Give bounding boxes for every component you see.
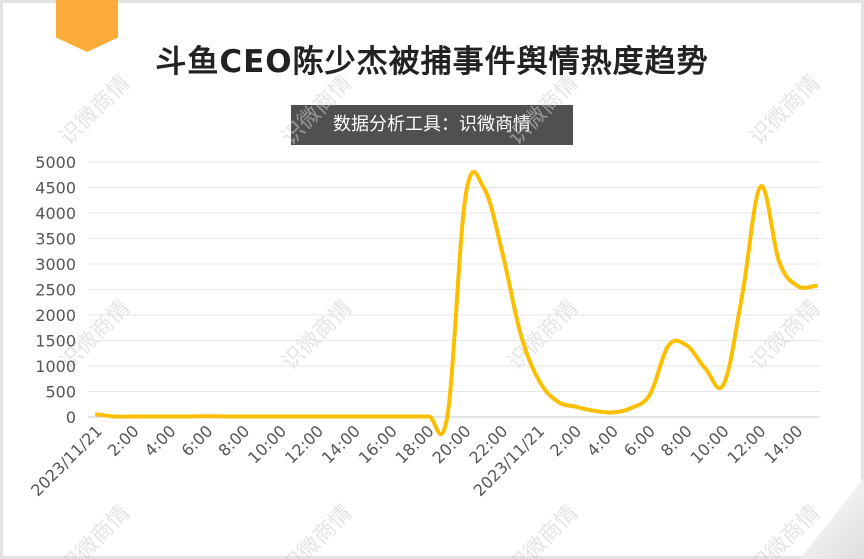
series-group	[95, 170, 818, 437]
x-axis: 2023/11/212:004:006:008:0010:0012:0014:0…	[27, 421, 806, 500]
x-tick-label: 14:00	[760, 421, 806, 467]
y-tick-label: 4500	[35, 179, 76, 198]
x-tick-label: 12:00	[281, 421, 327, 467]
y-tick-label: 3000	[35, 255, 76, 274]
watermark-text: 识微商情	[277, 70, 357, 150]
watermark-text: 识微商情	[745, 500, 825, 559]
chart-subtitle: 数据分析工具：识微商情	[291, 105, 573, 145]
y-tick-label: 2000	[35, 306, 76, 325]
gridlines	[88, 161, 820, 418]
x-tick-label: 2023/11/21	[27, 421, 106, 500]
watermark-text: 识微商情	[745, 295, 825, 375]
series-line	[95, 170, 818, 437]
x-tick-label: 4:00	[583, 421, 622, 460]
x-tick-label: 2:00	[104, 421, 143, 460]
x-tick-label: 4:00	[141, 421, 180, 460]
x-tick-label: 10:00	[687, 421, 733, 467]
watermark-text: 识微商情	[503, 70, 583, 150]
y-tick-label: 3500	[35, 230, 76, 249]
y-tick-label: 5000	[35, 153, 76, 172]
y-tick-label: 0	[66, 408, 76, 427]
x-tick-label: 14:00	[318, 421, 364, 467]
x-tick-label: 12:00	[723, 421, 769, 467]
y-tick-label: 1000	[35, 357, 76, 376]
y-tick-label: 4000	[35, 204, 76, 223]
chart-title: 斗鱼CEO陈少杰被捕事件舆情热度趋势	[155, 44, 709, 80]
x-tick-label: 18:00	[392, 421, 438, 467]
watermark-text: 识微商情	[745, 70, 825, 150]
y-tick-label: 500	[45, 383, 76, 402]
watermark-text: 识微商情	[277, 500, 357, 559]
y-tick-label: 1500	[35, 332, 76, 351]
x-tick-label: 6:00	[178, 421, 217, 460]
x-tick-label: 10:00	[244, 421, 290, 467]
watermark-text: 识微商情	[277, 295, 357, 375]
x-tick-label: 6:00	[620, 421, 659, 460]
watermark-text: 识微商情	[55, 500, 135, 559]
x-tick-label: 16:00	[355, 421, 401, 467]
watermark-text: 识微商情	[503, 500, 583, 559]
x-tick-label: 2:00	[546, 421, 585, 460]
y-axis: 0 500 1000 1500 2000 2500 3000 3500 4000 4500 5000	[35, 153, 76, 427]
watermark-text: 识微商情	[55, 70, 135, 150]
y-tick-label: 2500	[35, 281, 76, 300]
